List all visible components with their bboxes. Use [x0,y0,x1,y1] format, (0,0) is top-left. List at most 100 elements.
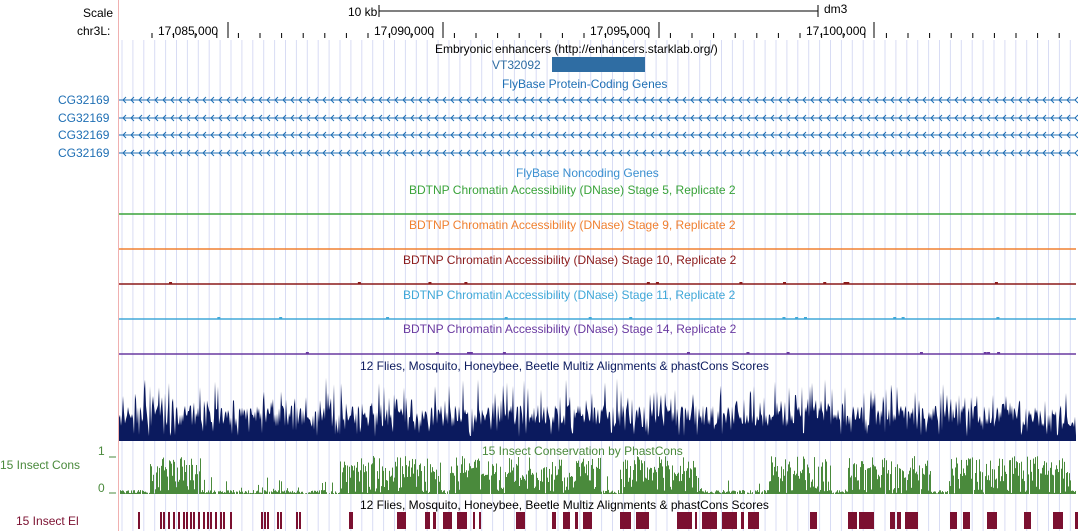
gene-strand-chevron [490,114,495,122]
conservation-bar [132,492,133,494]
gene-strand-chevron [650,131,655,139]
conservation-bar [189,465,190,494]
gene-strand-chevron [786,149,791,157]
conservation-bar [960,473,961,494]
conservation-bar [412,458,413,494]
conservation-bar [928,490,929,494]
gene-strand-chevron [1018,96,1023,104]
conservation-bar [1036,486,1037,494]
gene-strand-chevron [906,96,911,104]
conserved-element [963,512,970,529]
conservation-bar [290,491,291,494]
conservation-bar [552,461,553,494]
conservation-bar [185,471,186,494]
track-title-enhancers[interactable]: Embryonic enhancers (http://enhancers.st… [435,42,718,56]
track-title-flybase-protein[interactable]: FlyBase Protein-Coding Genes [502,77,668,91]
conservation-bar [182,466,183,494]
gene-strand-chevron [674,149,679,157]
conservation-bar [370,489,371,494]
enhancer-item-label[interactable]: VT32092 [492,58,541,72]
conservation-bar [701,488,702,494]
conservation-bar [520,477,521,494]
gene-strand-chevron [866,131,871,139]
gene-strand-chevron [1010,131,1015,139]
dnase-peak [629,317,633,319]
gene-strand-chevron [970,149,975,157]
conservation-bar [840,492,841,494]
conservation-bar [487,474,488,494]
gene-strand-chevron [826,96,831,104]
gene-strand-chevron [490,131,495,139]
gene-strand-chevron [906,114,911,122]
conservation-bar [154,493,155,494]
conservation-bar [499,480,500,494]
conservation-bar [167,476,168,494]
track-title-dnase-stage11[interactable]: BDTNP Chromatin Accessibility (DNase) St… [403,288,736,302]
conservation-bar [583,458,584,494]
gene-label[interactable]: CG32169 [58,128,110,142]
gene-label[interactable]: CG32169 [58,93,110,107]
gene-strand-chevron [290,131,295,139]
side-label-insect-el[interactable]: 15 Insect El [16,514,79,528]
conservation-bar [946,492,947,494]
conservation-bar [156,472,157,494]
conservation-bar [266,491,267,494]
track-title-insect-el[interactable]: 12 Flies, Mosquito, Honeybee, Beetle Mul… [360,498,769,512]
conservation-bar [1005,471,1006,494]
gene-label[interactable]: CG32169 [58,146,110,160]
gene-strand-chevron [674,96,679,104]
track-title-insect-cons[interactable]: 15 Insect Conservation by PhastCons [482,444,683,458]
gene-strand-chevron [698,96,703,104]
conservation-bar [573,487,574,494]
conservation-bar [560,465,561,494]
gene-strand-chevron [770,131,775,139]
gene-strand-chevron [770,114,775,122]
conservation-bar [535,486,536,494]
conservation-bar [332,482,333,494]
side-label-insect-cons[interactable]: 15 Insect Cons [0,458,81,472]
track-title-dnase-stage5[interactable]: BDTNP Chromatin Accessibility (DNase) St… [409,183,736,197]
conserved-element [987,512,997,529]
gene-strand-chevron [626,96,631,104]
gene-strand-chevron [426,131,431,139]
gene-strand-chevron [618,96,623,104]
gene-strand-chevron [402,149,407,157]
conservation-bar [415,459,416,494]
conservation-bar [234,492,235,494]
dnase-peak [919,352,923,354]
conserved-element [207,512,209,529]
track-title-multiz[interactable]: 12 Flies, Mosquito, Honeybee, Beetle Mul… [360,359,769,373]
gene-strand-chevron [1010,149,1015,157]
track-title-dnase-stage14[interactable]: BDTNP Chromatin Accessibility (DNase) St… [403,322,737,336]
conservation-bar [1010,460,1011,494]
conservation-bar [892,493,893,494]
gene-label[interactable]: CG32169 [58,111,110,125]
conservation-bar [891,461,892,494]
gene-strand-chevron [698,114,703,122]
track-title-flybase-noncoding[interactable]: FlyBase Noncoding Genes [516,166,659,180]
gene-strand-chevron [938,114,943,122]
track-title-dnase-stage9[interactable]: BDTNP Chromatin Accessibility (DNase) St… [409,218,736,232]
conservation-bar [582,461,583,494]
gene-strand-chevron [818,114,823,122]
conservation-bar [810,487,811,494]
conservation-bar [677,473,678,494]
conservation-bar [1052,474,1053,494]
gene-strand-chevron [562,149,567,157]
enhancer-feature [552,57,645,72]
gene-strand-chevron [642,114,647,122]
conservation-bar [369,486,370,494]
conservation-bar [659,456,660,494]
conservation-bar [576,461,577,494]
conservation-bar [379,458,380,494]
position-label-2: 17,090,000 [374,24,435,38]
track-title-dnase-stage10[interactable]: BDTNP Chromatin Accessibility (DNase) St… [403,253,737,267]
conservation-bar [860,467,861,494]
conserved-element [299,512,301,529]
gene-strand-chevron [938,149,943,157]
conservation-bar [785,459,786,494]
gene-strand-chevron [250,131,255,139]
gene-strand-chevron [322,114,327,122]
conservation-bar [684,471,685,494]
